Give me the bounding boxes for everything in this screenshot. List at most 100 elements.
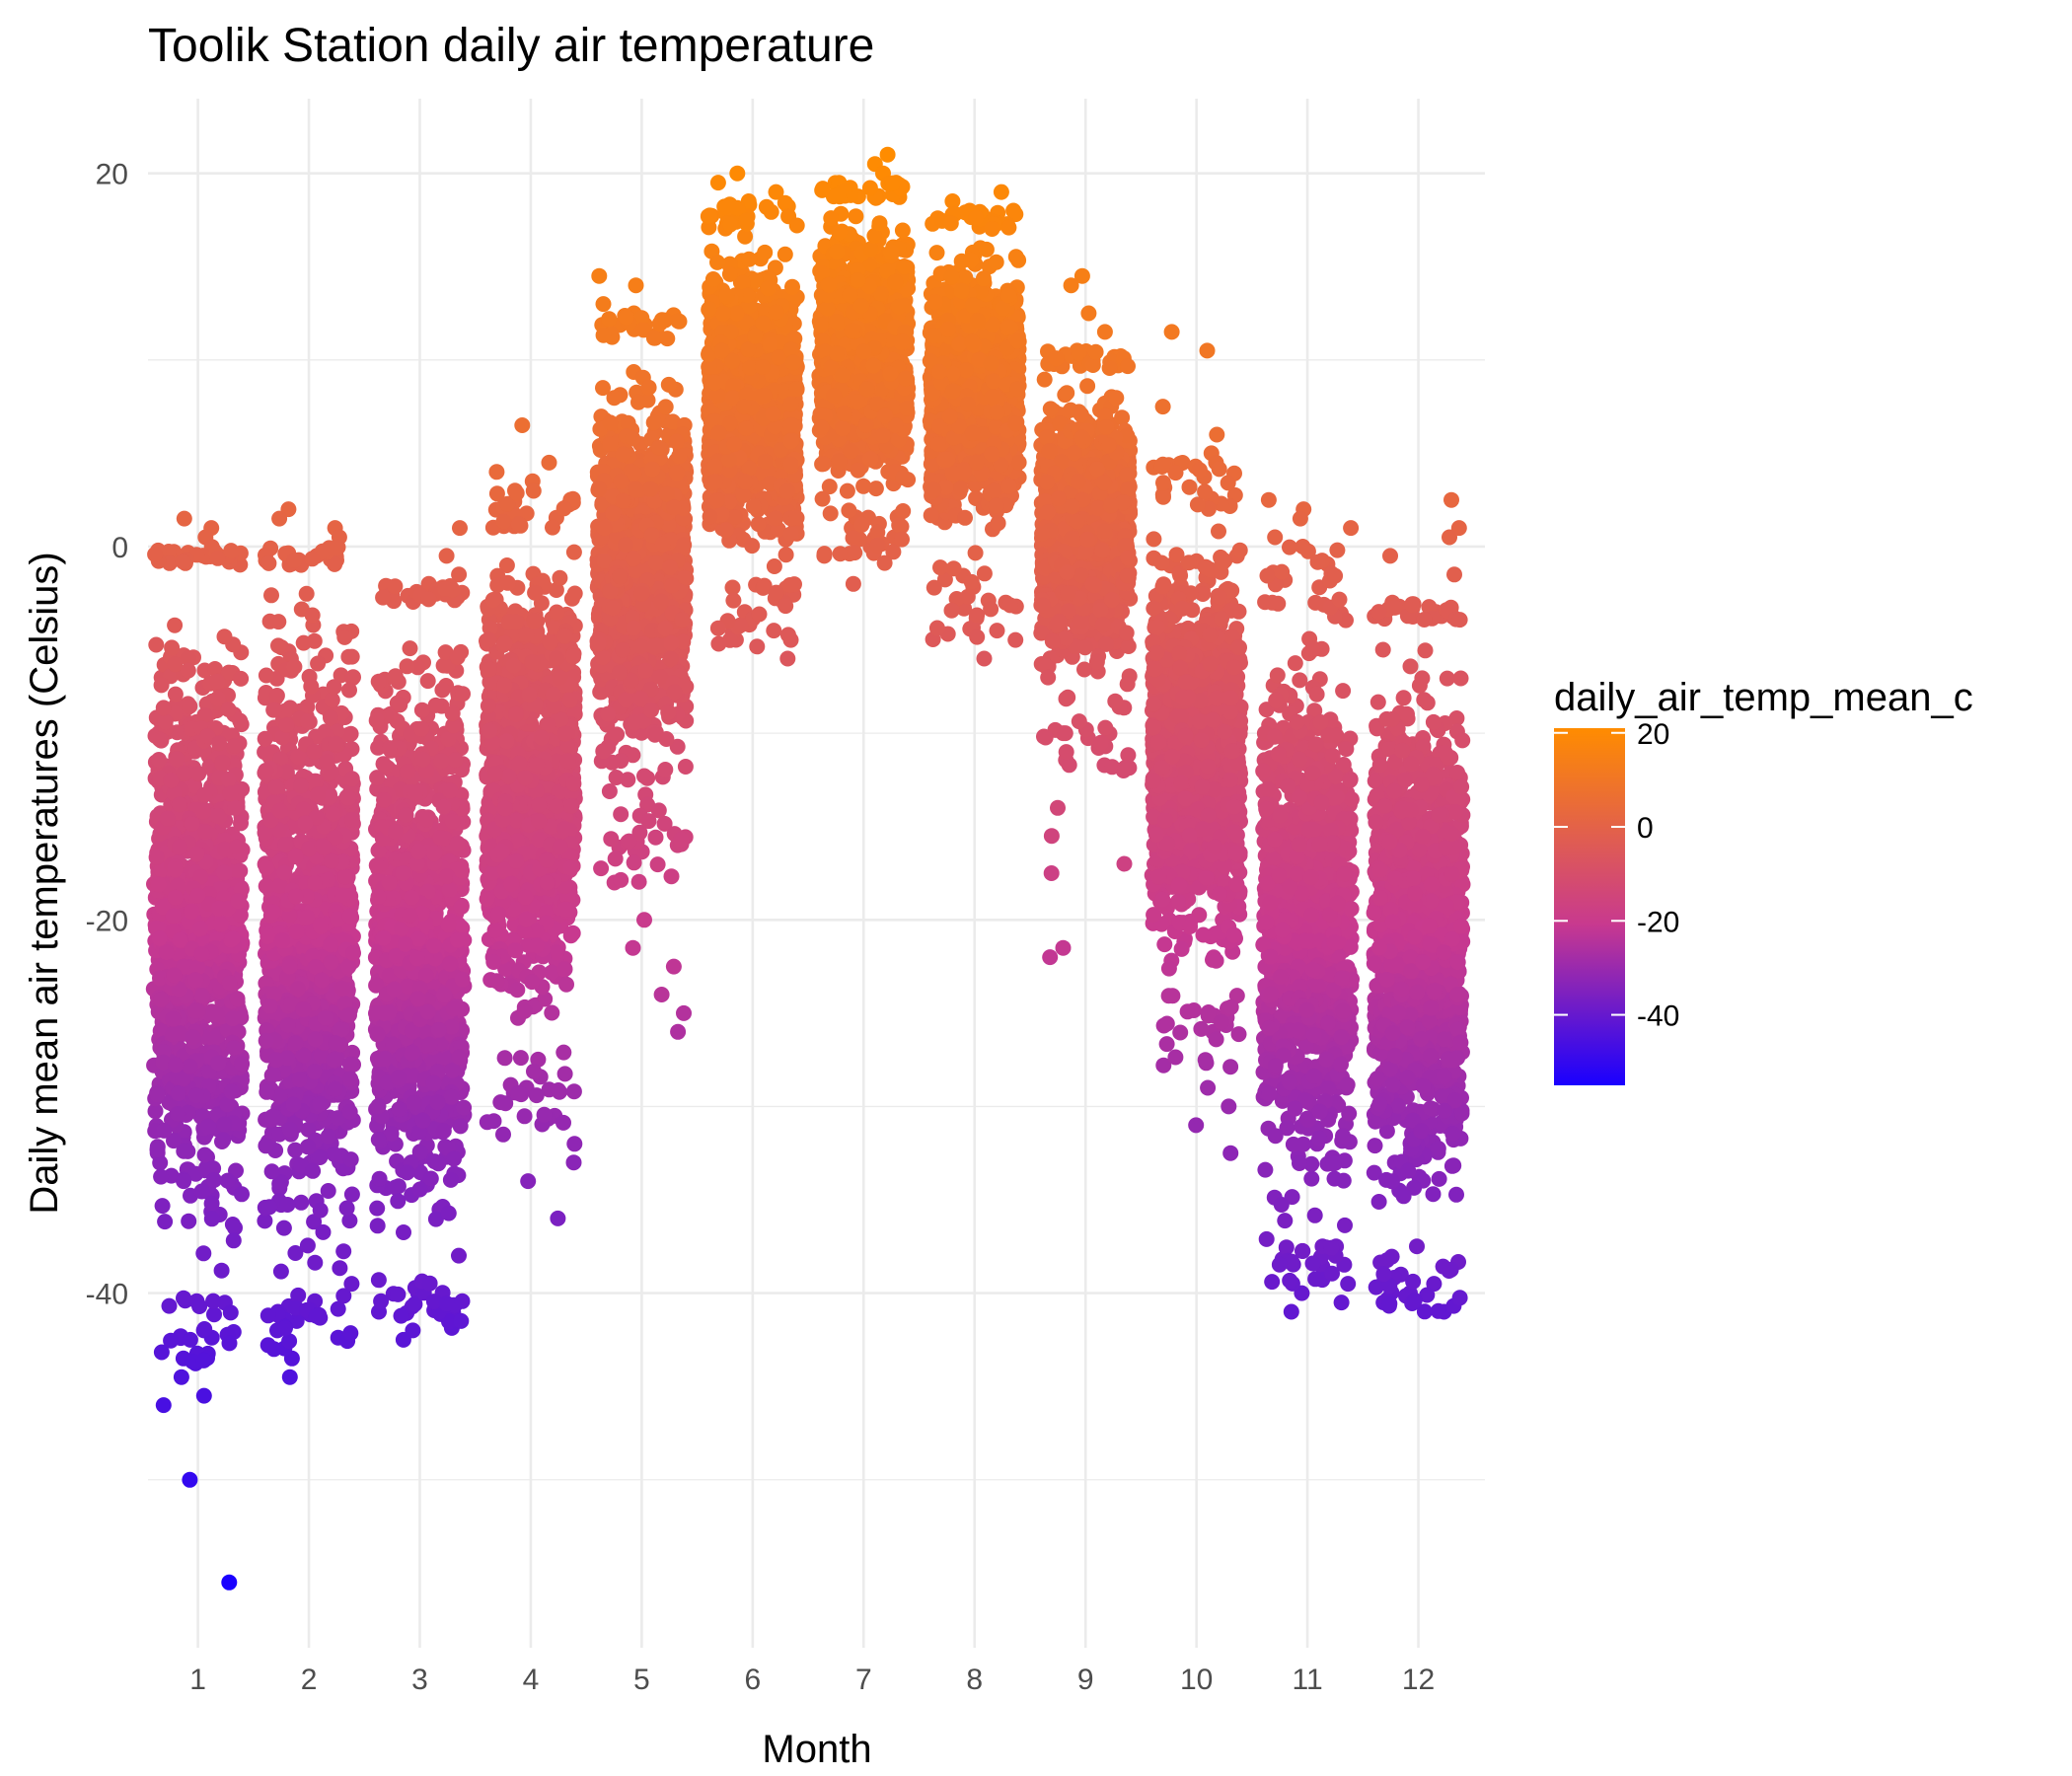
data-point: [427, 697, 444, 713]
data-point: [196, 706, 213, 723]
data-point: [226, 1040, 243, 1056]
data-point: [203, 1195, 220, 1212]
data-point: [376, 1050, 393, 1067]
data-point: [259, 1083, 275, 1100]
data-point: [232, 862, 249, 879]
data-point: [376, 791, 393, 808]
data-point: [440, 917, 457, 933]
data-point: [456, 1099, 473, 1116]
data-point: [224, 1010, 241, 1027]
data-point: [442, 955, 459, 972]
data-point: [434, 682, 451, 699]
data-point: [455, 686, 471, 703]
data-point: [265, 1067, 281, 1083]
data-point: [195, 1352, 212, 1369]
data-point: [287, 849, 304, 865]
data-point: [481, 661, 497, 678]
data-point: [481, 722, 498, 739]
data-point: [509, 982, 526, 999]
data-point: [496, 634, 513, 651]
data-point: [293, 1194, 310, 1211]
data-point: [166, 967, 183, 984]
data-point: [426, 845, 442, 861]
data-point: [421, 1275, 438, 1292]
data-point: [452, 520, 468, 537]
data-point: [557, 901, 573, 918]
data-point: [414, 751, 431, 768]
data-point: [196, 1321, 213, 1337]
data-point: [337, 868, 353, 885]
data-point: [544, 964, 559, 981]
data-point: [234, 1186, 250, 1203]
data-point: [369, 1200, 386, 1217]
data-point: [452, 1118, 469, 1135]
data-point: [209, 550, 226, 566]
data-point: [407, 785, 423, 802]
data-point: [176, 1143, 192, 1159]
data-points: [145, 146, 1471, 1591]
data-point: [490, 906, 507, 923]
data-point: [320, 1183, 336, 1199]
data-point: [557, 725, 573, 742]
data-point: [343, 1186, 360, 1203]
data-point: [341, 1056, 358, 1073]
data-point: [195, 1245, 212, 1262]
data-point: [565, 544, 582, 560]
data-point: [425, 1074, 442, 1091]
data-point: [193, 988, 210, 1004]
data-point: [205, 1293, 222, 1309]
data-point: [495, 513, 512, 530]
data-point: [171, 796, 187, 813]
data-point: [289, 981, 306, 998]
data-point: [438, 548, 455, 564]
data-point: [234, 1056, 251, 1073]
data-point: [307, 1254, 324, 1271]
data-point: [227, 799, 244, 816]
data-point: [185, 1029, 201, 1046]
data-point: [181, 1213, 197, 1229]
data-point: [399, 1164, 415, 1181]
data-point: [370, 673, 387, 690]
data-point: [281, 1369, 298, 1385]
data-point: [420, 591, 437, 608]
data-point: [206, 1306, 222, 1323]
data-point: [168, 1057, 185, 1073]
data-point: [511, 755, 528, 772]
data-point: [496, 800, 513, 817]
data-point: [170, 1085, 186, 1102]
data-point: [325, 805, 341, 822]
data-point: [442, 782, 459, 799]
data-point: [556, 1066, 573, 1082]
data-point: [307, 1031, 324, 1048]
data-point: [435, 1123, 452, 1140]
data-point: [324, 852, 339, 869]
data-point: [304, 607, 321, 624]
data-point: [454, 971, 471, 988]
data-point: [336, 629, 353, 645]
data-point: [375, 589, 392, 606]
data-point: [334, 887, 351, 904]
data-point: [525, 482, 542, 499]
data-point: [507, 614, 524, 630]
data-point: [193, 946, 210, 962]
data-point: [341, 1104, 358, 1120]
data-point: [446, 1150, 462, 1167]
data-point: [398, 807, 414, 823]
data-point: [323, 936, 339, 953]
data-point: [259, 1307, 276, 1324]
data-point: [303, 678, 320, 695]
data-point: [259, 1337, 276, 1354]
data-point: [451, 1247, 467, 1264]
data-point: [261, 998, 278, 1014]
data-point: [271, 802, 288, 819]
data-point: [552, 569, 568, 586]
data-point: [340, 648, 357, 665]
data-point: [161, 1297, 178, 1314]
data-point: [264, 904, 281, 921]
data-point: [295, 1001, 312, 1018]
data-point: [484, 592, 501, 608]
data-point: [148, 636, 165, 653]
data-point: [299, 909, 316, 925]
data-point: [426, 937, 442, 954]
data-point: [517, 889, 534, 906]
